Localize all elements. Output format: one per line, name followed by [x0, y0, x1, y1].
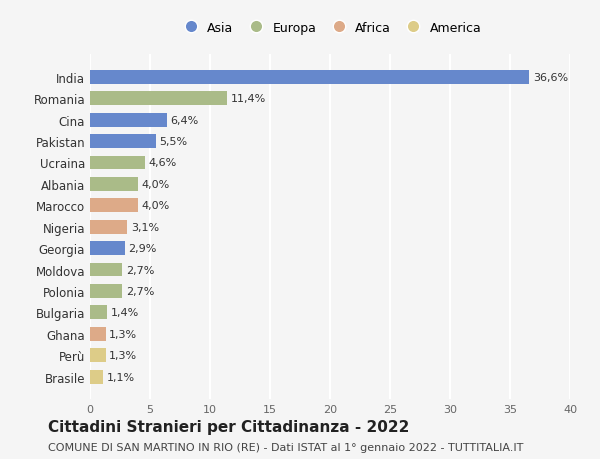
Text: COMUNE DI SAN MARTINO IN RIO (RE) - Dati ISTAT al 1° gennaio 2022 - TUTTITALIA.I: COMUNE DI SAN MARTINO IN RIO (RE) - Dati… — [48, 442, 523, 452]
Bar — [90, 92, 227, 106]
Text: 4,6%: 4,6% — [149, 158, 177, 168]
Text: 4,0%: 4,0% — [142, 179, 170, 190]
Bar — [90, 71, 529, 84]
Text: 2,7%: 2,7% — [126, 286, 154, 296]
Text: 3,1%: 3,1% — [131, 222, 159, 232]
Text: Cittadini Stranieri per Cittadinanza - 2022: Cittadini Stranieri per Cittadinanza - 2… — [48, 420, 409, 435]
Text: 6,4%: 6,4% — [170, 115, 199, 125]
Bar — [90, 135, 156, 149]
Bar — [90, 178, 138, 191]
Text: 36,6%: 36,6% — [533, 73, 568, 83]
Text: 5,5%: 5,5% — [160, 137, 188, 147]
Text: 2,7%: 2,7% — [126, 265, 154, 275]
Bar — [90, 220, 127, 234]
Text: 4,0%: 4,0% — [142, 201, 170, 211]
Text: 11,4%: 11,4% — [230, 94, 266, 104]
Bar — [90, 284, 122, 298]
Bar — [90, 263, 122, 277]
Text: 1,1%: 1,1% — [107, 372, 135, 382]
Text: 1,3%: 1,3% — [109, 350, 137, 360]
Text: 1,3%: 1,3% — [109, 329, 137, 339]
Bar — [90, 348, 106, 362]
Text: 1,4%: 1,4% — [110, 308, 139, 318]
Legend: Asia, Europa, Africa, America: Asia, Europa, Africa, America — [173, 17, 487, 39]
Bar — [90, 327, 106, 341]
Bar — [90, 113, 167, 127]
Bar — [90, 306, 107, 319]
Bar — [90, 241, 125, 256]
Text: 2,9%: 2,9% — [128, 244, 157, 253]
Bar — [90, 370, 103, 384]
Bar — [90, 199, 138, 213]
Bar — [90, 156, 145, 170]
